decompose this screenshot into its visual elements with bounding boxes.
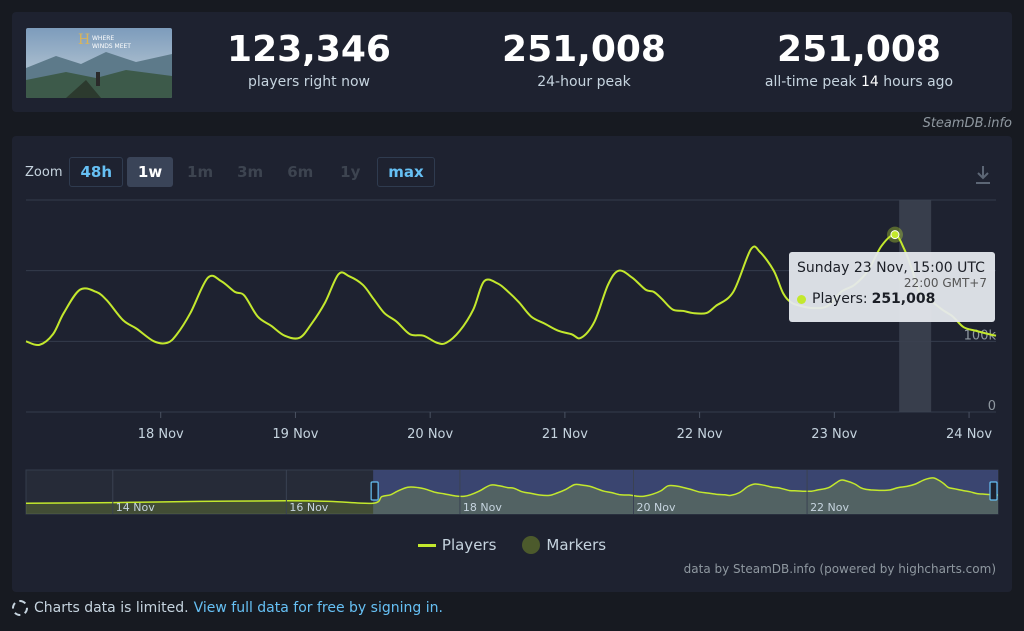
x-tick-label: 21 Nov [542,427,588,442]
all-time-peak-label-pre: all-time peak [764,74,861,90]
steamdb-credit-top[interactable]: SteamDB.info [922,116,1012,131]
game-thumbnail[interactable]: H WHERE WINDS MEET [26,28,172,98]
current-players-label: players right now [248,74,370,90]
navigator-tick-label: 20 Nov [637,501,676,514]
current-players-value: 123,346 [227,29,391,70]
navigator-tick-label: 22 Nov [810,501,849,514]
legend-players-line [417,543,436,547]
tooltip-value: 251,008 [871,291,936,307]
all-time-peak-label-post: hours ago [878,74,954,90]
zoom-max-button[interactable]: max [377,157,435,187]
all-time-peak-label: all-time peak 14 hours ago [744,72,974,92]
stat-24h-peak: 251,008 24-hour peak [469,28,699,92]
navigator-area [26,477,998,514]
navigator-tick-label: 16 Nov [289,501,328,514]
navigator-handle-left [370,481,379,501]
tooltip-title: Sunday 23 Nov, 15:00 UTC [797,260,985,276]
x-tick-label: 23 Nov [811,427,857,442]
legend-markers[interactable]: Markers [522,536,606,554]
svg-text:H: H [78,32,90,48]
navigator-line [25,477,999,505]
zoom-controls: Zoom 48h 1w 1m 3m 6m 1y max [25,156,439,188]
zoom-1m-button: 1m [187,163,214,181]
y-tick-label: 0 [988,399,996,414]
navigator-handle-right [989,481,998,501]
footer-notice: Charts data is limited. View full data f… [12,600,443,616]
zoom-3m-button: 3m [237,163,264,181]
legend-markers-label: Markers [546,536,607,554]
legend-players-label: Players [441,536,497,554]
zoom-6m-button: 6m [287,163,314,181]
stat-current-players: 123,346 players right now [194,28,424,92]
x-tick-label: 24 Nov [946,427,992,442]
x-tick-label: 22 Nov [677,427,723,442]
legend-markers-dot [522,536,541,554]
svg-text:WINDS MEET: WINDS MEET [92,43,131,50]
tooltip-series-label: Players: [812,291,868,307]
tooltip-series: Players: 251,008 [797,291,987,307]
zoom-1w-button[interactable]: 1w [127,157,174,187]
navigator-tick-label: 14 Nov [116,501,155,514]
download-icon[interactable] [974,164,992,186]
stat-all-time-peak: 251,008 all-time peak 14 hours ago [744,28,974,92]
navigator-tick-label: 18 Nov [463,501,502,514]
sign-in-link[interactable]: View full data for free by signing in. [193,600,443,616]
tooltip-local-time: 22:00 GMT+7 [903,276,987,290]
y-tick-label: 100k [964,328,997,343]
chart-legend: Players Markers [12,536,1012,554]
footer-text: Charts data is limited. [34,600,189,616]
loading-icon [12,600,28,616]
all-time-peak-hours: 14 [861,74,879,90]
24h-peak-value: 251,008 [502,29,666,70]
zoom-48h-button[interactable]: 48h [69,157,124,187]
highcharts-credit[interactable]: data by SteamDB.info (powered by highcha… [683,562,996,576]
x-tick-label: 19 Nov [272,427,318,442]
player-count-chart[interactable]: 100k 0 18 Nov 19 Nov 20 Nov 21 Nov 22 Nov 23 No… [12,136,1012,536]
x-tick-label: 18 Nov [138,427,184,442]
game-thumbnail-art: H WHERE WINDS MEET [26,28,172,98]
svg-text:WHERE: WHERE [92,35,114,42]
tooltip-series-dot [797,294,806,304]
chart-tooltip: Sunday 23 Nov, 15:00 UTC 22:00 GMT+7 Pla… [789,252,995,322]
zoom-label: Zoom [25,164,63,180]
chart-panel: Zoom 48h 1w 1m 3m 6m 1y max 100k 0 18 Nov 1… [12,136,1012,592]
zoom-1y-button: 1y [340,163,361,181]
24h-peak-label: 24-hour peak [537,74,631,90]
highlight-point [890,230,900,240]
stats-bar: H WHERE WINDS MEET 123,346 players right… [12,12,1012,112]
legend-players[interactable]: Players [417,536,497,554]
all-time-peak-value: 251,008 [777,29,941,70]
x-tick-label: 20 Nov [407,427,453,442]
